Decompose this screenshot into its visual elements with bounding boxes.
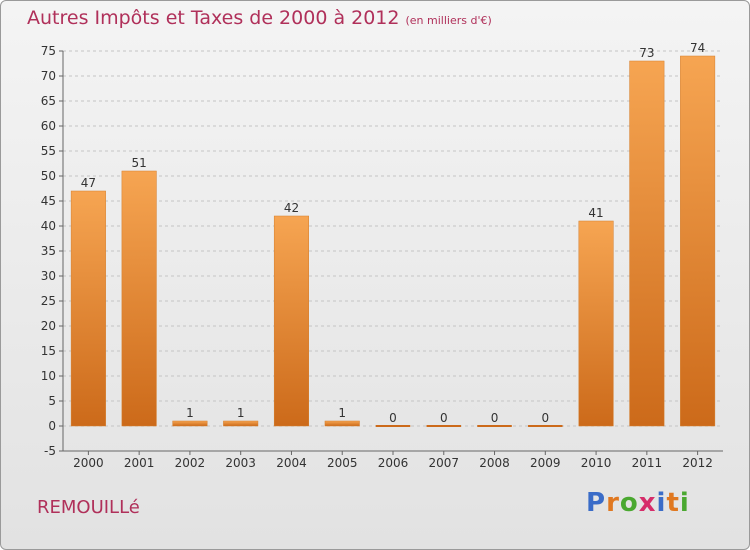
y-tick-label: 65: [41, 94, 56, 108]
bar: [273, 215, 309, 427]
y-tick-label: 70: [41, 69, 56, 83]
logo-letter: r: [606, 488, 620, 518]
y-tick-label: 20: [41, 319, 56, 333]
y-tick-label: 15: [41, 344, 56, 358]
data-label: 51: [132, 156, 147, 170]
bar: [172, 420, 208, 427]
y-tick-label: 45: [41, 194, 56, 208]
y-tick-label: 60: [41, 119, 56, 133]
x-tick-label: 2007: [428, 456, 459, 470]
logo-letter: t: [666, 488, 680, 518]
commune-name: REMOUILLé: [37, 497, 140, 518]
bar: [121, 170, 157, 427]
data-label: 0: [541, 411, 549, 425]
data-label: 1: [338, 406, 346, 420]
chart-title-text: Autres Impôts et Taxes de 2000 à 2012: [27, 7, 400, 29]
x-tick-label: 2011: [632, 456, 663, 470]
x-tick-label: 2009: [530, 456, 561, 470]
x-tick-label: 2002: [175, 456, 206, 470]
bar: [680, 55, 716, 427]
x-tick-label: 2012: [682, 456, 713, 470]
y-tick-label: 10: [41, 369, 56, 383]
x-tick-label: 2000: [73, 456, 104, 470]
bars: [70, 55, 716, 427]
data-label: 1: [186, 406, 194, 420]
x-tick-label: 2005: [327, 456, 358, 470]
labels: -505101520253035404550556065707547200051…: [41, 41, 713, 470]
y-tick-label: 0: [48, 419, 56, 433]
y-tick-label: 50: [41, 169, 56, 183]
data-label: 0: [491, 411, 499, 425]
y-tick-label: -5: [44, 444, 56, 458]
logo-letter: o: [619, 488, 639, 518]
y-tick-label: 5: [48, 394, 56, 408]
x-tick-label: 2001: [124, 456, 155, 470]
axes: [59, 50, 723, 455]
data-label: 74: [690, 41, 705, 55]
bar: [324, 420, 360, 427]
x-tick-label: 2003: [225, 456, 256, 470]
proxiti-logo: Proxiti: [586, 488, 690, 518]
data-label: 1: [237, 406, 245, 420]
logo-letter: i: [656, 488, 667, 518]
chart-unit: (en milliers d'€): [405, 14, 492, 27]
y-tick-label: 75: [41, 44, 56, 58]
x-tick-label: 2006: [378, 456, 409, 470]
x-tick-label: 2004: [276, 456, 307, 470]
bar: [578, 220, 614, 427]
bar: [629, 60, 665, 427]
grid-lines: [63, 50, 723, 452]
y-tick-label: 40: [41, 219, 56, 233]
bar: [70, 190, 106, 427]
data-label: 42: [284, 201, 299, 215]
chart-title: Autres Impôts et Taxes de 2000 à 2012 (en…: [27, 7, 492, 29]
logo-letter: x: [638, 488, 657, 518]
data-label: 41: [588, 206, 603, 220]
y-tick-label: 30: [41, 269, 56, 283]
logo-letter: P: [586, 488, 607, 518]
x-tick-label: 2008: [479, 456, 510, 470]
data-label: 73: [639, 46, 654, 60]
y-tick-label: 25: [41, 294, 56, 308]
y-tick-label: 55: [41, 144, 56, 158]
logo-letter: i: [679, 488, 690, 518]
bar: [223, 420, 259, 427]
data-label: 0: [440, 411, 448, 425]
y-tick-label: 35: [41, 244, 56, 258]
data-label: 0: [389, 411, 397, 425]
x-tick-label: 2010: [581, 456, 612, 470]
data-label: 47: [81, 176, 96, 190]
